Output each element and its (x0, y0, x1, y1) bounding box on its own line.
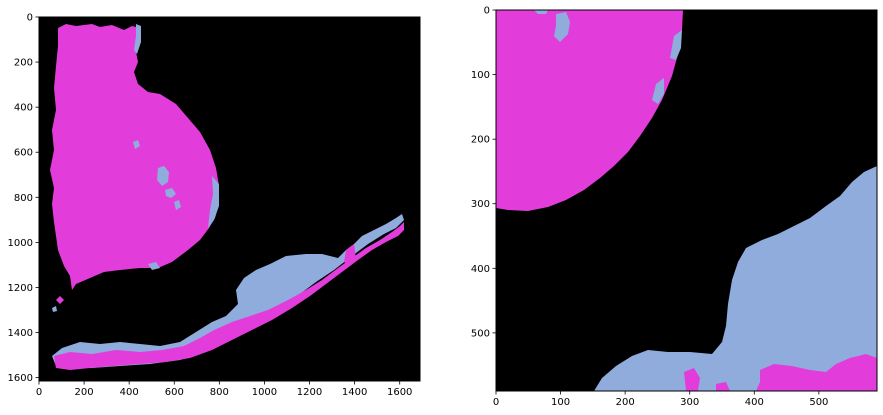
left-y-tick-label: 400 (14, 103, 33, 114)
left-blue-spot-2 (165, 188, 176, 198)
right-panel: 0 100 200 300 400 500 0 100 200 300 400 500 (471, 6, 878, 408)
right-axes-frame (495, 9, 878, 392)
right-y-axis: 0 100 200 300 400 500 (471, 6, 496, 339)
right-blue-fringe-1 (670, 30, 682, 60)
right-blue-fringe-2 (652, 78, 664, 104)
left-y-tick-label: 600 (14, 148, 33, 159)
left-y-tick-label: 1200 (8, 283, 33, 294)
right-blue-spot-1 (554, 12, 570, 42)
left-y-tick-label: 1400 (8, 328, 33, 339)
left-magenta-mid-patch (344, 244, 356, 266)
left-axes-frame (38, 16, 421, 382)
right-x-tick-label: 300 (680, 397, 699, 408)
left-y-tick-label: 200 (14, 58, 33, 69)
left-blue-fringe-top (134, 24, 141, 54)
right-x-tick-label: 100 (551, 397, 570, 408)
right-y-tick-label: 300 (471, 199, 490, 210)
right-x-axis: 0 100 200 300 400 500 (493, 391, 828, 408)
left-x-tick-label: 1000 (252, 387, 277, 398)
left-magenta-speck (56, 296, 64, 304)
left-x-tick-label: 600 (165, 387, 184, 398)
right-blue-spot-top (534, 10, 548, 14)
left-x-tick-label: 0 (36, 387, 42, 398)
left-blue-spot-3 (133, 140, 140, 149)
right-y-tick-label: 0 (484, 6, 490, 17)
right-magenta-patch-1 (684, 368, 700, 391)
left-x-tick-label: 800 (210, 387, 229, 398)
right-y-tick-label: 100 (471, 70, 490, 81)
left-x-tick-label: 1200 (297, 387, 322, 398)
left-x-tick-label: 200 (75, 387, 94, 398)
left-y-tick-label: 1600 (8, 373, 33, 384)
right-y-tick-label: 200 (471, 135, 490, 146)
left-x-tick-label: 400 (120, 387, 139, 398)
left-y-tick-label: 0 (27, 13, 33, 24)
left-magenta-lower-streak (54, 222, 404, 370)
left-x-tick-label: 1600 (387, 387, 412, 398)
left-blue-spot-4 (174, 200, 181, 210)
left-y-tick-label: 800 (14, 193, 33, 204)
right-magenta-patch-3 (756, 354, 877, 391)
left-panel: 0 200 400 600 800 1000 1200 1400 1600 0 200 400 600… (8, 13, 421, 398)
left-blue-speck (52, 306, 57, 312)
right-y-tick-label: 500 (471, 328, 490, 339)
right-x-tick-label: 0 (493, 397, 499, 408)
left-blue-fringe-right (208, 176, 219, 228)
right-magenta-patch-2 (716, 382, 730, 391)
right-x-tick-label: 400 (745, 397, 764, 408)
right-x-tick-label: 200 (616, 397, 635, 408)
right-blue-region (594, 166, 877, 391)
right-magenta-region (496, 10, 683, 211)
left-blue-spot-1 (157, 166, 169, 186)
left-y-tick-label: 1000 (8, 238, 33, 249)
left-x-axis: 0 200 400 600 800 1000 1200 1400 1600 (36, 381, 412, 398)
right-y-tick-label: 400 (471, 264, 490, 275)
left-blue-spot-5 (148, 262, 160, 270)
left-magenta-region (50, 24, 219, 290)
left-x-tick-label: 1400 (342, 387, 367, 398)
right-x-tick-label: 500 (809, 397, 828, 408)
left-y-axis: 0 200 400 600 800 1000 1200 1400 1600 (8, 13, 39, 384)
